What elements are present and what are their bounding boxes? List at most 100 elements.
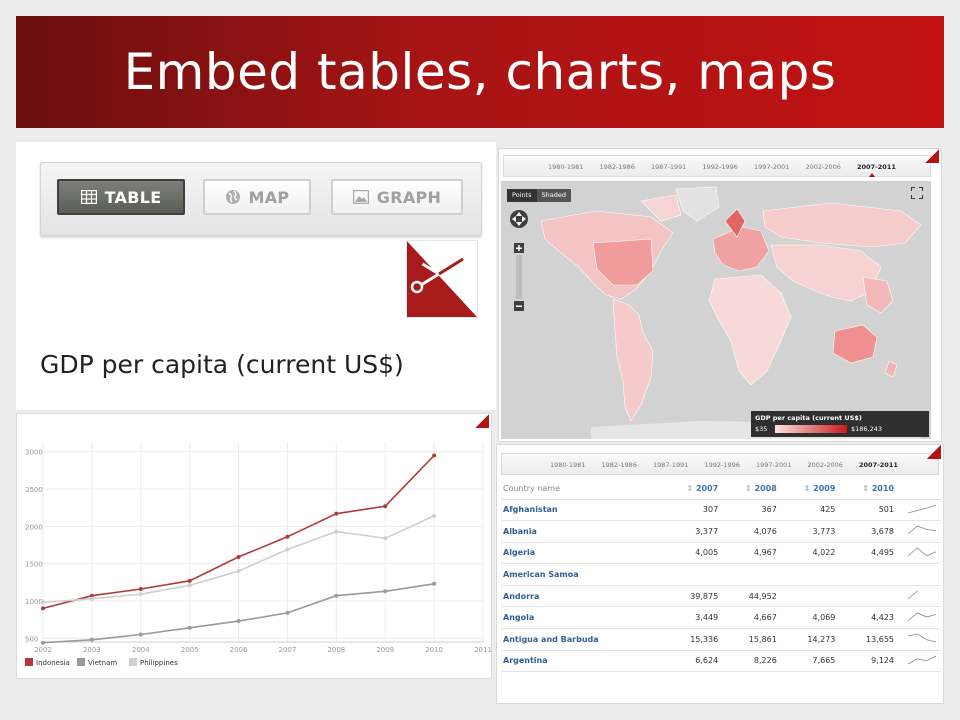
data-point <box>41 640 45 645</box>
sparkline <box>907 504 937 514</box>
time-period-tab[interactable]: 1980-1981 <box>548 163 584 171</box>
x-tick-label: 2004 <box>132 646 150 654</box>
table-embed-badge[interactable] <box>927 445 941 459</box>
chart-embed-badge[interactable] <box>475 414 489 428</box>
table-row: American Samoa <box>501 563 941 586</box>
data-point <box>89 593 94 598</box>
sparkline-cell <box>899 628 941 651</box>
table-cell: 13,655 <box>840 628 899 651</box>
graph-view-label: GRAPH <box>376 187 442 207</box>
x-tick-label: 2005 <box>181 646 199 654</box>
view-switcher-panel: TABLE MAP GRAPH <box>16 142 496 410</box>
world-map[interactable]: Points Shaded GDP per capita (current US… <box>501 181 931 439</box>
fullscreen-icon[interactable] <box>911 187 923 199</box>
sparkline-cell <box>899 542 941 565</box>
country-link[interactable]: Afghanistan <box>501 499 665 522</box>
sparkline-cell <box>899 563 941 586</box>
data-point <box>138 592 143 597</box>
data-point <box>383 504 388 509</box>
country-link[interactable]: Andorra <box>501 585 665 608</box>
table-cell: 6,624 <box>664 650 724 673</box>
table-row: Argentina 6,624 8,226 7,665 9,124 <box>501 650 941 673</box>
country-link[interactable]: Antigua and Barbuda <box>501 628 665 651</box>
map-legend-title: GDP per capita (current US$) <box>755 414 862 422</box>
data-point <box>383 536 388 541</box>
data-point <box>187 578 192 583</box>
graph-view-button[interactable]: GRAPH <box>331 179 463 215</box>
country-link[interactable]: Angola <box>501 606 665 630</box>
table-cell: 307 <box>664 499 724 522</box>
y-tick-label: 1000 <box>25 598 43 606</box>
time-period-tab[interactable]: 2002-2006 <box>805 163 841 171</box>
map-legend: GDP per capita (current US$) $35 $186,24… <box>751 411 929 437</box>
table-row: Angola 3,449 4,667 4,069 4,423 <box>501 606 941 630</box>
country-link[interactable]: Albania <box>501 520 665 543</box>
x-tick-label: 2011 <box>474 646 492 654</box>
country-link[interactable]: American Samoa <box>501 563 665 586</box>
time-period-tab[interactable]: 1992-1996 <box>702 163 738 171</box>
points-toggle[interactable]: Points <box>507 189 537 202</box>
sparkline-cell <box>899 606 941 630</box>
time-period-tab[interactable]: 1997-2001 <box>756 461 792 469</box>
shaded-toggle[interactable]: Shaded <box>536 189 572 202</box>
year-column-header[interactable]: ⇕ 2009 <box>781 479 841 500</box>
legend-swatch <box>129 658 137 666</box>
table-cell <box>840 585 899 608</box>
time-period-tab[interactable]: 1987-1991 <box>653 461 689 469</box>
year-column-header[interactable]: ⇕ 2008 <box>723 479 782 500</box>
data-point <box>41 600 45 605</box>
time-period-tab[interactable]: 1982-1986 <box>599 163 635 171</box>
time-period-tab[interactable]: 1982-1986 <box>601 461 637 469</box>
table-cell: 4,667 <box>723 606 782 630</box>
table-cell: 9,124 <box>840 650 899 673</box>
table-view-button[interactable]: TABLE <box>57 179 185 215</box>
time-period-tab[interactable]: 1997-2001 <box>754 163 790 171</box>
country-column-header[interactable]: Country name <box>501 479 665 500</box>
time-period-tab[interactable]: 1987-1991 <box>651 163 687 171</box>
time-period-tab[interactable]: 2002-2006 <box>807 461 843 469</box>
view-button-bar: TABLE MAP GRAPH <box>40 162 482 236</box>
table-cell: 425 <box>781 499 841 522</box>
time-period-tab[interactable]: 2007-2011 <box>859 461 898 469</box>
embed-button[interactable] <box>406 240 478 318</box>
year-column-header[interactable]: ⇕ 2010 <box>840 479 899 500</box>
table-cell: 3,773 <box>781 520 841 543</box>
table-row: Antigua and Barbuda 15,336 15,861 14,273 13,… <box>501 628 941 651</box>
legend-label: Vietnam <box>88 659 117 667</box>
map-embed-badge[interactable] <box>925 149 939 163</box>
table-panel: 1980-1981 1982-1986 1987-1991 1992-1996 1997… <box>496 444 944 704</box>
table-cell: 4,423 <box>840 606 899 630</box>
gdp-line-chart: 2002 2003 2004 2005 2006 2007 2008 2009 2010 2011… <box>25 442 492 667</box>
table-cell: 501 <box>840 499 899 522</box>
table-cell: 4,069 <box>781 606 841 630</box>
time-period-tab[interactable]: 1980-1981 <box>550 461 586 469</box>
table-row: Albania 3,377 4,076 3,773 3,678 <box>501 520 941 543</box>
x-tick-label: 2008 <box>327 646 345 654</box>
scissors-icon <box>407 241 477 317</box>
table-cell: 367 <box>723 499 782 522</box>
table-view-label: TABLE <box>104 187 162 207</box>
country-link[interactable]: Algeria <box>501 542 665 565</box>
data-point <box>138 587 143 592</box>
y-tick-label: 2000 <box>25 523 43 531</box>
sparkline-cell <box>899 520 941 543</box>
data-point <box>187 625 192 630</box>
year-column-header[interactable]: ⇕ 2007 <box>664 479 724 500</box>
time-period-tab[interactable]: 1992-1996 <box>704 461 740 469</box>
sparkline <box>907 655 937 665</box>
data-point <box>285 534 290 539</box>
country-link[interactable]: Argentina <box>501 650 665 673</box>
data-point <box>432 513 437 518</box>
world-map-shapes <box>540 186 922 439</box>
table-cell: 15,336 <box>664 628 724 651</box>
sparkline <box>907 612 937 622</box>
time-period-tab[interactable]: 2007-2011 <box>857 163 896 171</box>
map-view-button[interactable]: MAP <box>203 179 311 215</box>
legend-label: Philippines <box>140 659 178 667</box>
map-zoom-controls[interactable] <box>509 209 529 319</box>
sparkline <box>907 633 937 643</box>
title-banner: Embed tables, charts, maps <box>16 16 944 128</box>
y-tick-label: 2500 <box>25 486 43 494</box>
data-point <box>138 632 143 637</box>
y-tick-label: 500 <box>25 635 38 643</box>
